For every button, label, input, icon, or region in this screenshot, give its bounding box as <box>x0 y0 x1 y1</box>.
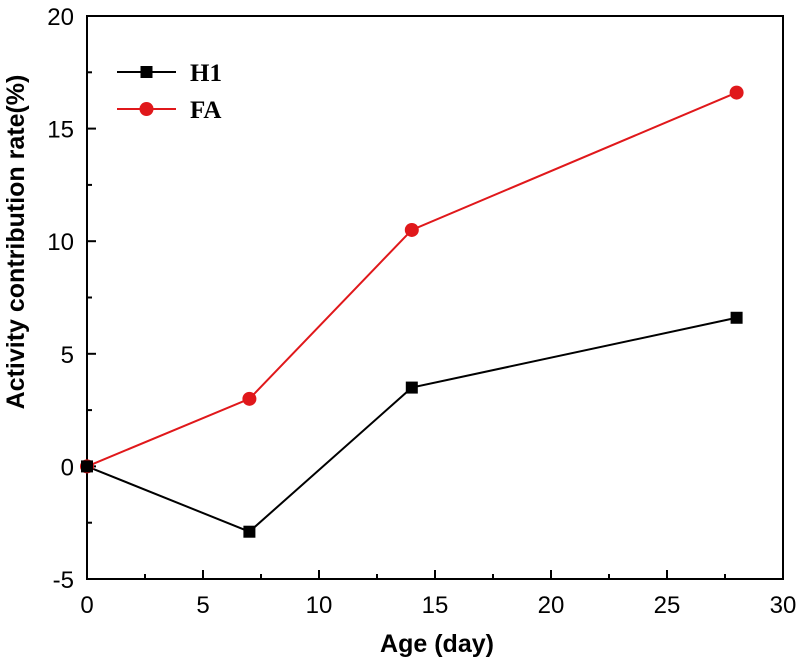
legend-label-h1: H1 <box>190 60 222 87</box>
x-tick-label: 5 <box>196 592 209 619</box>
legend-marker-fa <box>139 102 154 116</box>
y-axis-title: Activity contribution rate(%) <box>2 75 30 410</box>
x-tick-label: 20 <box>538 592 565 619</box>
y-tick-label: 20 <box>47 4 74 31</box>
data-point-fa <box>729 85 744 100</box>
x-tick-label: 15 <box>422 592 449 619</box>
y-tick-label: 5 <box>61 342 74 369</box>
legend-marker-h1 <box>140 66 153 78</box>
x-tick-label: 30 <box>770 592 797 619</box>
data-point-h1 <box>730 311 743 324</box>
x-axis-title: Age (day) <box>380 630 494 658</box>
x-tick-label: 0 <box>80 592 93 619</box>
y-tick-label: 0 <box>61 454 74 481</box>
legend-label-fa: FA <box>190 97 221 124</box>
series-line-h1 <box>86 316 737 533</box>
data-point-h1 <box>405 381 418 394</box>
series-line-fa <box>86 91 737 468</box>
data-point-fa <box>404 222 419 237</box>
data-point-h1 <box>243 525 256 538</box>
data-point-h1 <box>81 460 93 473</box>
x-tick-label: 25 <box>654 592 681 619</box>
y-tick-label: 10 <box>47 229 74 256</box>
y-tick-label: -5 <box>53 567 74 594</box>
data-point-fa <box>242 391 257 406</box>
y-tick-label: 15 <box>47 117 74 144</box>
x-tick-label: 10 <box>306 592 333 619</box>
